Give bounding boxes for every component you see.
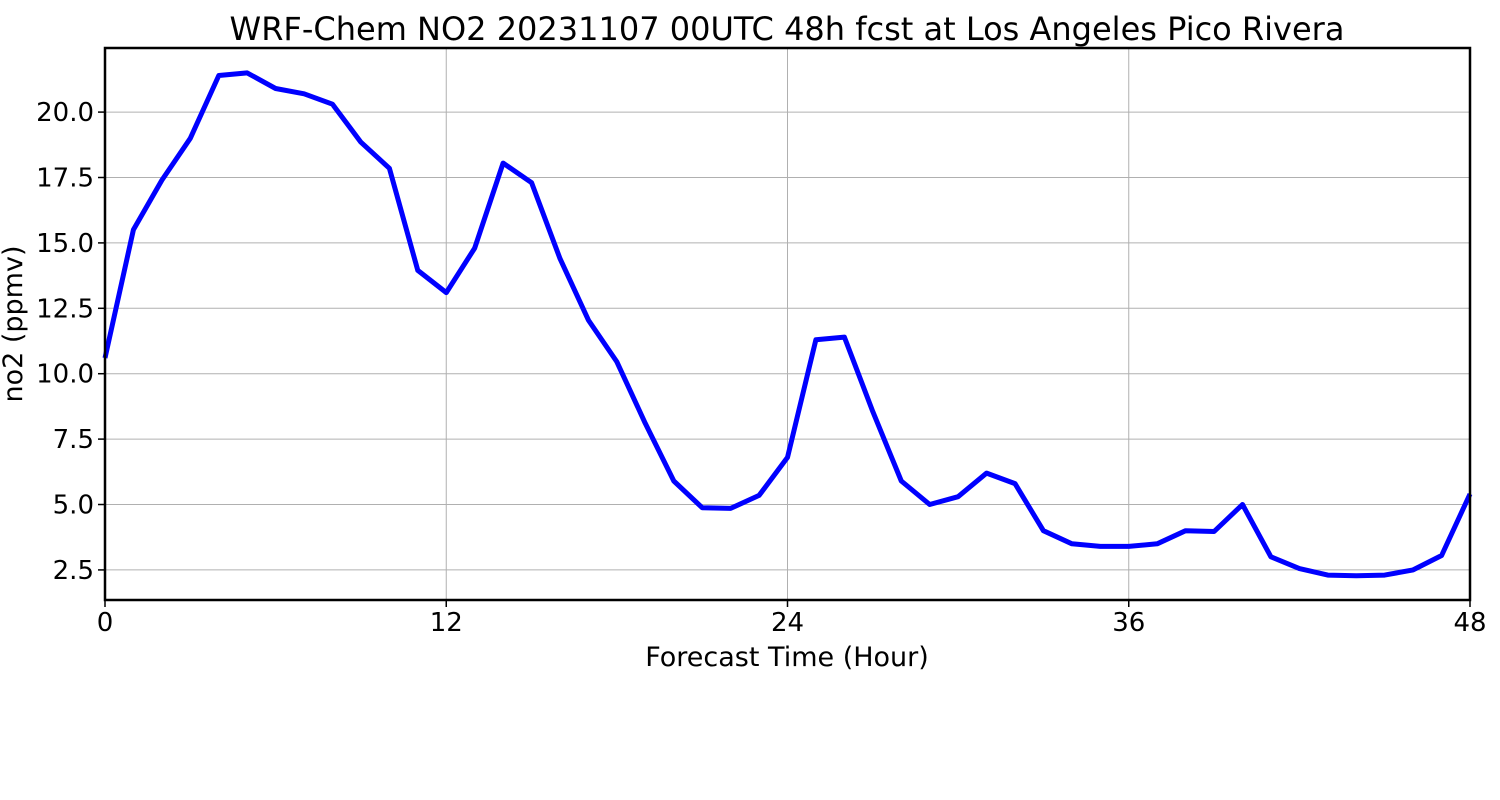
x-axis-label: Forecast Time (Hour) — [645, 642, 929, 673]
tick-marks — [98, 111, 1471, 607]
y-axis-label: no2 (ppmv) — [0, 245, 29, 402]
y-tick-label: 10.0 — [36, 360, 94, 390]
y-tick-label: 5.0 — [53, 491, 94, 521]
y-tick-label: 12.5 — [36, 294, 94, 324]
series-layer — [102, 70, 1473, 579]
x-tick-labels: 0 12 24 36 48 — [97, 608, 1487, 638]
x-tick-label: 48 — [1453, 608, 1486, 638]
y-tick-label: 15.0 — [36, 229, 94, 259]
no2-series-line — [102, 70, 1473, 579]
y-tick-label: 20.0 — [36, 98, 94, 128]
y-tick-label: 17.5 — [36, 163, 94, 193]
x-tick-label: 36 — [1112, 608, 1145, 638]
y-tick-labels: 2.5 5.0 7.5 10.0 12.5 15.0 17.5 20.0 — [36, 98, 94, 586]
x-tick-label: 12 — [430, 608, 463, 638]
grid-lines — [104, 48, 1471, 600]
chart-title: WRF-Chem NO2 20231107 00UTC 48h fcst at … — [230, 10, 1345, 48]
y-tick-label: 2.5 — [53, 556, 94, 586]
y-tick-label: 7.5 — [53, 425, 94, 455]
x-tick-label: 0 — [97, 608, 114, 638]
x-tick-label: 24 — [771, 608, 804, 638]
